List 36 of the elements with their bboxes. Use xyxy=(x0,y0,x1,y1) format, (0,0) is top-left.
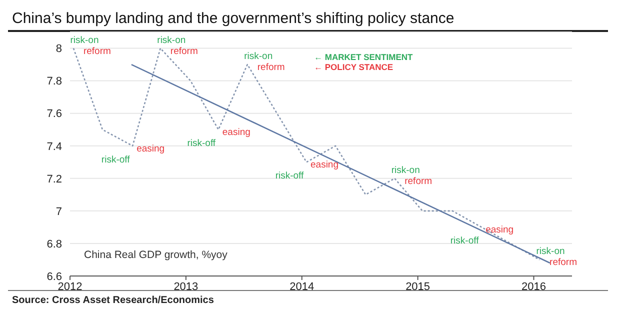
annotation: easing xyxy=(222,127,250,138)
annotation: reform xyxy=(404,176,432,187)
annotation: risk-off xyxy=(187,138,216,150)
annotation: risk-on xyxy=(70,34,99,46)
y-tick-label: 7.8 xyxy=(46,76,62,88)
y-tick-label: 6.8 xyxy=(46,238,62,250)
annotation: risk-off xyxy=(275,170,304,182)
annotation: risk-on xyxy=(244,51,273,62)
x-tick-label: 2015 xyxy=(406,280,430,293)
annotation: risk-on xyxy=(157,34,186,46)
annotation: risk-on xyxy=(536,246,565,258)
y-tick-label: 7.6 xyxy=(46,108,62,120)
x-tick-label: 2014 xyxy=(290,280,314,293)
annotation: easing xyxy=(486,224,514,236)
annotation: risk-on xyxy=(391,164,420,176)
annotation: China Real GDP growth, %yoy xyxy=(84,249,228,261)
y-tick-label: 8 xyxy=(56,43,62,56)
annotation: risk-off xyxy=(450,236,480,247)
annotation: ← MARKET SENTIMENT xyxy=(314,52,413,62)
x-tick-label: 2012 xyxy=(58,280,82,293)
annotation: reform xyxy=(257,62,285,74)
annotation: reform xyxy=(83,46,112,57)
x-tick-label: 2016 xyxy=(522,280,546,293)
y-tick-label: 6.6 xyxy=(46,270,62,283)
annotation: reform xyxy=(550,257,578,268)
x-tick-label: 2013 xyxy=(174,280,198,293)
annotation: easing xyxy=(310,160,339,171)
annotation: easing xyxy=(136,143,165,154)
y-tick-label: 7.2 xyxy=(46,173,62,186)
chart-title: China’s bumpy landing and the government’s shifting policy stance xyxy=(8,8,608,32)
annotation: ← POLICY STANCE xyxy=(314,62,394,72)
y-tick-label: 7 xyxy=(56,206,62,218)
annotation: risk-off xyxy=(101,154,130,166)
y-tick-label: 7.4 xyxy=(46,140,62,153)
annotation: reform xyxy=(170,46,198,57)
source-note: Source: Cross Asset Research/Economics xyxy=(12,295,215,306)
